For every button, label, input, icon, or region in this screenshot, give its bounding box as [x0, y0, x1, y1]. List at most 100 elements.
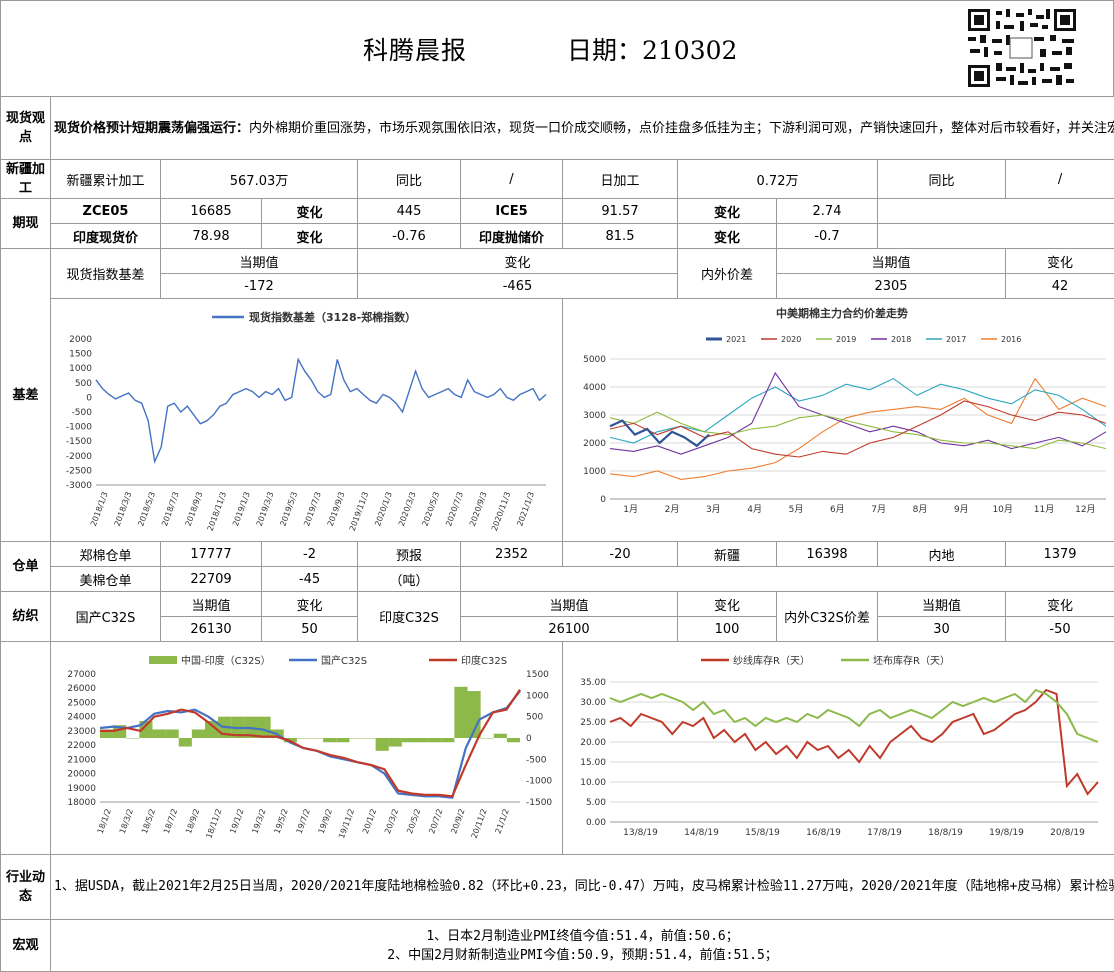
x-tick-label: 18/11/2 [204, 808, 223, 840]
india-spot-change: -0.76 [358, 224, 461, 249]
macro-line-2: 2、中国2月财新制造业PMI今值:50.9，预期:51.4，前值:51.5； [54, 946, 1111, 965]
report-title: 科腾晨报 [363, 31, 467, 67]
india-reserve-value: 81.5 [563, 224, 678, 249]
basis-row-2: -172 -465 2305 42 [1, 274, 1114, 299]
series-line [610, 379, 1106, 480]
bar [179, 738, 192, 747]
ice5-change-label: 变化 [678, 199, 777, 224]
spread-chg-label: 变化 [1006, 592, 1114, 617]
bar [415, 738, 428, 742]
x-tick-label: 14/8/19 [684, 828, 719, 838]
x-tick-label: 20/1/2 [361, 808, 378, 835]
basis-chg2-value: 42 [1006, 274, 1114, 299]
xj-yoy-value: / [461, 160, 563, 199]
legend-label: 现货指数基差（3128-郑棉指数） [249, 310, 416, 324]
basis-cur-label: 当期值 [161, 249, 358, 274]
empty-cell [1, 642, 51, 855]
y-tick-label: 25.00 [580, 718, 606, 728]
x-tick-label: 2月 [665, 504, 680, 515]
xj-warehouse-label: 新疆 [678, 542, 777, 567]
x-tick-label: 2019/7/3 [302, 491, 323, 528]
x-tick-label: 17/8/19 [867, 828, 902, 838]
x-tick-label: 6月 [830, 504, 845, 515]
series-line [610, 379, 1106, 443]
bar [258, 717, 271, 738]
x-tick-label: 5月 [789, 504, 804, 515]
x-tick-label: 2018/1/3 [89, 491, 110, 528]
x-tick-label: 2020/11/3 [490, 491, 512, 533]
us-warehouse-label: 美棉仓单 [51, 567, 161, 592]
y2-tick-label: 500 [526, 713, 543, 723]
forecast-label: 预报 [358, 542, 461, 567]
y-tick-label: 20.00 [580, 738, 606, 748]
bar [297, 738, 310, 739]
ind-chg-value: 100 [678, 617, 777, 642]
x-tick-label: 18/3/2 [118, 808, 135, 835]
basis-line-chart: 现货指数基差（3128-郑棉指数）2000150010005000-500-10… [54, 299, 563, 537]
x-tick-label: 9月 [954, 504, 969, 515]
x-tick-label: 2019/9/3 [326, 491, 347, 528]
x-tick-label: 2020/1/3 [373, 491, 394, 528]
series-line [610, 690, 1098, 742]
xj-daily-value: 0.72万 [678, 160, 878, 199]
warehouse-row-1: 仓单 郑棉仓单 17777 -2 预报 2352 -20 新疆 16398 内地… [1, 542, 1114, 567]
y-tick-label: -2000 [66, 452, 92, 462]
y-tick-label: -1500 [66, 437, 92, 447]
spot-view-text: 现货价格预计短期震荡偏强运行：内外棉期价重回涨势，市场乐观氛围依旧浓，现货一口价… [51, 97, 1114, 160]
bar [428, 738, 441, 742]
report-table: 现货观点 现货价格预计短期震荡偏强运行：内外棉期价重回涨势，市场乐观氛围依旧浓，… [0, 96, 1114, 972]
x-tick-label: 20/11/2 [470, 808, 489, 840]
x-tick-label: 2018/11/3 [206, 491, 228, 533]
x-tick-label: 2020/7/3 [444, 491, 465, 528]
bar [192, 729, 205, 738]
ind-chg-label: 变化 [678, 592, 777, 617]
industry-text: 1、据USDA，截止2021年2月25日当周，2020/2021年度陆地棉检验0… [51, 855, 1114, 920]
y2-tick-label: -1500 [526, 798, 552, 808]
warehouse-section-label: 仓单 [1, 542, 51, 592]
y-tick-label: 500 [75, 379, 92, 389]
x-tick-label: 2019/11/3 [348, 491, 370, 533]
textile-row-1: 纺织 国产C32S 当期值 变化 印度C32S 当期值 变化 内外C32S价差 … [1, 592, 1114, 617]
y-tick-label: 5000 [583, 355, 606, 365]
y-tick-label: 18000 [67, 798, 96, 808]
zce05-change: 445 [358, 199, 461, 224]
bar [389, 738, 402, 747]
bar [441, 738, 454, 742]
bar [454, 687, 467, 738]
textile-section-label: 纺织 [1, 592, 51, 642]
bar [349, 738, 362, 739]
spread-chg-value: -50 [1006, 617, 1114, 642]
legend-label: 印度C32S [461, 654, 507, 667]
us-warehouse-value: 22709 [161, 567, 262, 592]
x-tick-label: 19/8/19 [989, 828, 1024, 838]
ind-c32s-label: 印度C32S [358, 592, 461, 642]
futures-section-label: 期现 [1, 199, 51, 249]
macro-text: 1、日本2月制造业PMI终值今值:51.4，前值:50.6； 2、中国2月财新制… [51, 920, 1114, 972]
futures-row-1: 期现 ZCE05 16685 变化 445 ICE5 91.57 变化 2.74 [1, 199, 1114, 224]
y-tick-label: 0.00 [586, 818, 606, 828]
india-spot-change-label: 变化 [262, 224, 358, 249]
bar [363, 738, 376, 739]
y-tick-label: 2000 [69, 335, 92, 345]
y-tick-label: 1000 [69, 364, 92, 374]
legend-label: 纱线库存R（天） [733, 654, 810, 667]
zce05-value: 16685 [161, 199, 262, 224]
india-reserve-change-label: 变化 [678, 224, 777, 249]
x-tick-label: 13/8/19 [623, 828, 658, 838]
basis-section-label: 基差 [1, 249, 51, 542]
y-tick-label: 1500 [69, 350, 92, 360]
x-tick-label: 21/1/2 [494, 808, 511, 835]
zc-warehouse-change: -2 [262, 542, 358, 567]
y-tick-label: 19000 [67, 784, 96, 794]
basis-cur-value: -172 [161, 274, 358, 299]
ind-cur-value: 26100 [461, 617, 678, 642]
basis-diff-label: 内外价差 [678, 249, 777, 299]
empty-cell [878, 224, 1114, 249]
forecast-change: -20 [563, 542, 678, 567]
industry-section-label: 行业动态 [1, 855, 51, 920]
inventory-line-chart: 纱线库存R（天）坯布库存R（天）35.0030.0025.0020.0015.0… [566, 642, 1114, 850]
legend-swatch [149, 656, 177, 664]
x-tick-label: 18/8/19 [928, 828, 963, 838]
basis-cur2-label: 当期值 [777, 249, 1006, 274]
